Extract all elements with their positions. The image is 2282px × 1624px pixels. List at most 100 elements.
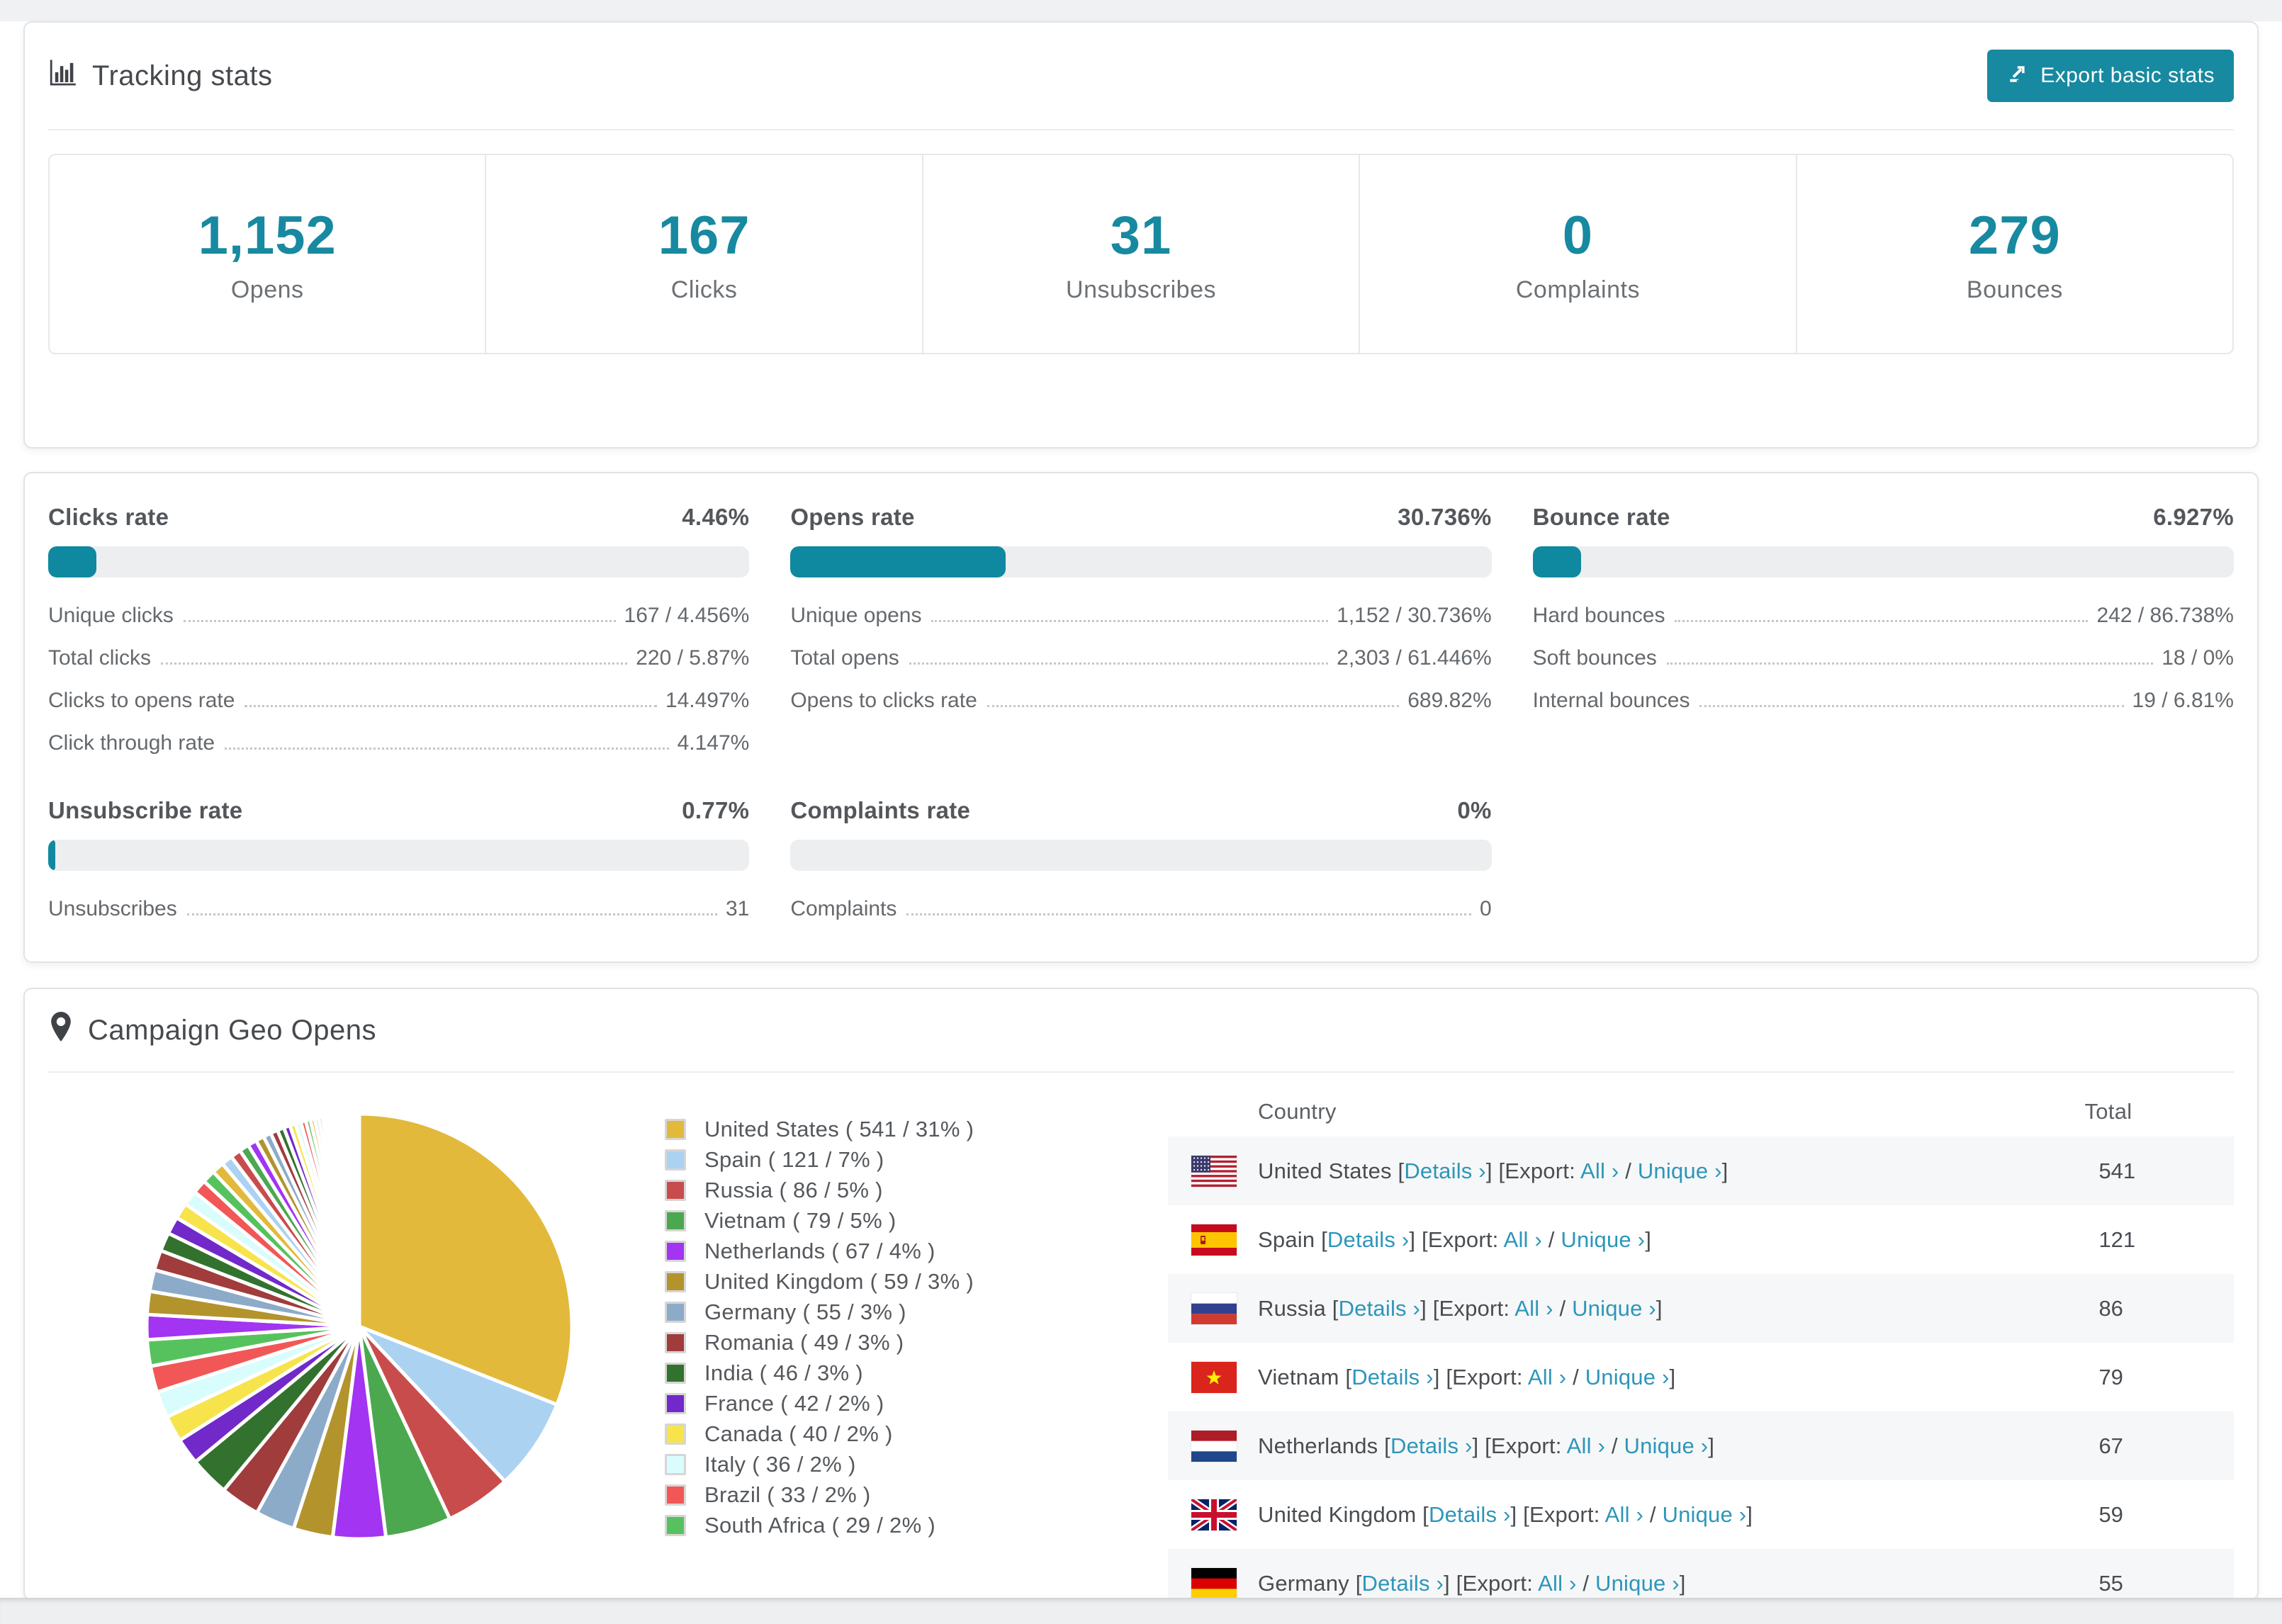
legend-item-russia[interactable]: Russia ( 86 / 5% ) [665, 1175, 1168, 1205]
details-link[interactable]: Details › [1390, 1433, 1473, 1458]
legend-item-netherlands[interactable]: Netherlands ( 67 / 4% ) [665, 1236, 1168, 1266]
country-links: Vietnam [Details ›] [Export: All › / Uni… [1258, 1365, 1675, 1390]
pie-slice-united-states[interactable] [357, 1112, 574, 1406]
bar-chart-icon [48, 57, 78, 94]
legend-label: Vietnam ( 79 / 5% ) [704, 1207, 896, 1233]
tracking-stats-title-text: Tracking stats [92, 60, 273, 91]
dotted-leader [186, 913, 717, 915]
closing-bracket: ] [1656, 1295, 1663, 1321]
rate-progress-track [790, 546, 1492, 577]
details-link[interactable]: Details › [1361, 1570, 1444, 1596]
export-all-link[interactable]: All › [1514, 1295, 1553, 1321]
country-links: Russia [Details ›] [Export: All › / Uniq… [1258, 1296, 1663, 1321]
geo-table-row-spain: Spain [Details ›] [Export: All › / Uniqu… [1168, 1205, 2234, 1274]
rate-progress-fill [48, 840, 55, 871]
export-all-link[interactable]: All › [1604, 1501, 1644, 1527]
legend-swatch [665, 1118, 686, 1140]
rate-title: Complaints rate [790, 797, 971, 823]
rate-detail-value: 18 / 0% [2162, 646, 2234, 670]
rate-widget-bounce-rate: Bounce rate 6.927% Hard bounces 242 / 86.73… [1532, 504, 2234, 755]
legend-label: United States ( 541 / 31% ) [704, 1116, 974, 1141]
details-link[interactable]: Details › [1327, 1227, 1410, 1252]
legend-item-canada[interactable]: Canada ( 40 / 2% ) [665, 1419, 1168, 1449]
legend-swatch [665, 1484, 686, 1506]
link-separator: / [1605, 1433, 1624, 1458]
legend-swatch [665, 1392, 686, 1414]
details-link[interactable]: Details › [1351, 1364, 1434, 1389]
details-link[interactable]: Details › [1429, 1501, 1511, 1527]
export-unique-link[interactable]: Unique › [1595, 1570, 1680, 1596]
country-name: Vietnam [ [1258, 1364, 1352, 1389]
export-all-link[interactable]: All › [1580, 1158, 1619, 1183]
rate-detail-value: 0 [1479, 897, 1492, 920]
rate-progress-track [48, 546, 750, 577]
legend-item-italy[interactable]: Italy ( 36 / 2% ) [665, 1449, 1168, 1479]
country-total: 55 [2084, 1549, 2234, 1599]
rate-title: Unsubscribe rate [48, 797, 243, 823]
legend-item-united-states[interactable]: United States ( 541 / 31% ) [665, 1114, 1168, 1144]
export-unique-link[interactable]: Unique › [1624, 1433, 1709, 1458]
stat-label: Opens [230, 276, 304, 303]
legend-label: Spain ( 121 / 7% ) [704, 1146, 884, 1172]
dotted-leader [909, 662, 1329, 665]
rate-widget-clicks-rate: Clicks rate 4.46% Unique clicks 167 / 4.456… [48, 504, 750, 755]
stats-summary-row: 1,152 Opens 167 Clicks 31 Unsubscribes 0 Compla… [48, 154, 2234, 354]
dotted-leader [244, 705, 657, 707]
rate-widget-complaints-rate: Complaints rate 0% Complaints 0 [790, 797, 1492, 920]
dotted-leader [906, 913, 1471, 915]
legend-label: Canada ( 40 / 2% ) [704, 1421, 893, 1446]
rate-detail-row: Total clicks 220 / 5.87% [48, 647, 749, 670]
export-unique-link[interactable]: Unique › [1585, 1364, 1670, 1389]
details-link[interactable]: Details › [1338, 1295, 1421, 1321]
pie-slice-spain[interactable] [357, 1324, 559, 1484]
page-top-strip [0, 0, 2282, 21]
export-unique-link[interactable]: Unique › [1572, 1295, 1656, 1321]
page-bottom-strip [0, 1598, 2282, 1624]
legend-swatch [665, 1149, 686, 1171]
dotted-leader [1675, 620, 2089, 622]
export-prefix: ] [Export: [1510, 1501, 1605, 1527]
legend-item-united-kingdom[interactable]: United Kingdom ( 59 / 3% ) [665, 1266, 1168, 1297]
stat-value: 279 [1968, 205, 2061, 266]
export-all-link[interactable]: All › [1566, 1433, 1606, 1458]
export-all-link[interactable]: All › [1503, 1227, 1542, 1252]
country-column-header: Country [1258, 1099, 1337, 1124]
dotted-leader [987, 705, 1400, 707]
export-basic-stats-button[interactable]: Export basic stats [1987, 50, 2234, 102]
legend-label: France ( 42 / 2% ) [704, 1390, 884, 1416]
export-prefix: ] [Export: [1472, 1433, 1567, 1458]
geo-header-divider [48, 1071, 2234, 1073]
rate-value: 30.736% [1398, 504, 1492, 530]
rate-title: Bounce rate [1532, 504, 1670, 530]
geo-table-row-germany: Germany [Details ›] [Export: All › / Uni… [1168, 1549, 2234, 1599]
country-name: Russia [ [1258, 1295, 1339, 1321]
legend-label: South Africa ( 29 / 2% ) [704, 1512, 935, 1538]
de-flag-icon [1191, 1567, 1237, 1599]
rate-value: 0.77% [682, 797, 750, 823]
legend-item-spain[interactable]: Spain ( 121 / 7% ) [665, 1144, 1168, 1175]
legend-label: India ( 46 / 3% ) [704, 1360, 863, 1385]
export-all-link[interactable]: All › [1527, 1364, 1567, 1389]
rate-detail-label: Clicks to opens rate [48, 689, 235, 712]
country-links: United Kingdom [Details ›] [Export: All … [1258, 1502, 1753, 1528]
legend-item-germany[interactable]: Germany ( 55 / 3% ) [665, 1297, 1168, 1327]
country-links: Germany [Details ›] [Export: All › / Uni… [1258, 1571, 1686, 1596]
legend-item-south-africa[interactable]: South Africa ( 29 / 2% ) [665, 1510, 1168, 1540]
legend-item-india[interactable]: India ( 46 / 3% ) [665, 1358, 1168, 1388]
country-total: 59 [2098, 1501, 2123, 1527]
legend-item-romania[interactable]: Romania ( 49 / 3% ) [665, 1327, 1168, 1358]
legend-item-brazil[interactable]: Brazil ( 33 / 2% ) [665, 1479, 1168, 1510]
export-unique-link[interactable]: Unique › [1637, 1158, 1722, 1183]
es-flag-icon [1191, 1224, 1237, 1256]
legend-item-vietnam[interactable]: Vietnam ( 79 / 5% ) [665, 1205, 1168, 1236]
export-unique-link[interactable]: Unique › [1561, 1227, 1646, 1252]
rate-progress-track [48, 840, 750, 871]
legend-swatch [665, 1331, 686, 1353]
export-prefix: ] [Export: [1409, 1227, 1504, 1252]
export-unique-link[interactable]: Unique › [1662, 1501, 1747, 1527]
rate-detail-label: Unique clicks [48, 604, 174, 627]
export-all-link[interactable]: All › [1538, 1570, 1577, 1596]
details-link[interactable]: Details › [1404, 1158, 1486, 1183]
legend-item-france[interactable]: France ( 42 / 2% ) [665, 1388, 1168, 1419]
legend-label: Brazil ( 33 / 2% ) [704, 1482, 871, 1507]
